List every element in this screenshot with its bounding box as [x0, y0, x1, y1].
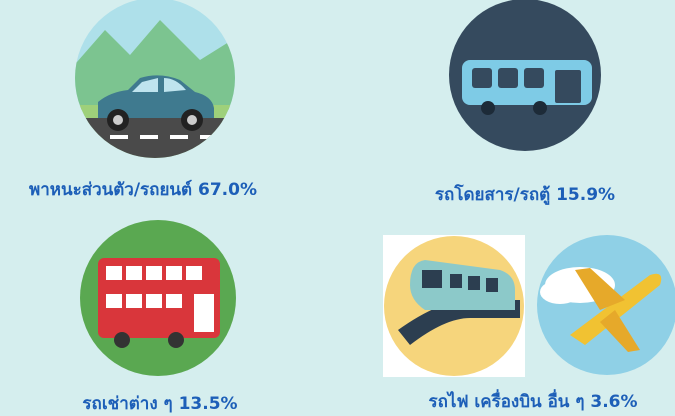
label: รถเช่าต่าง ๆ 13.5%	[82, 394, 237, 414]
train-icon	[383, 235, 525, 377]
plane-icon	[537, 235, 675, 375]
label: พาหนะส่วนตัว/รถยนต์ 67.0%	[29, 179, 257, 200]
double-decker-icon	[80, 220, 236, 376]
label: รถไฟ เครื่องบิน อื่น ๆ 3.6%	[428, 389, 637, 412]
label: รถโดยสาร/รถตู้ 15.9%	[435, 184, 615, 206]
bus-icon	[449, 0, 601, 151]
